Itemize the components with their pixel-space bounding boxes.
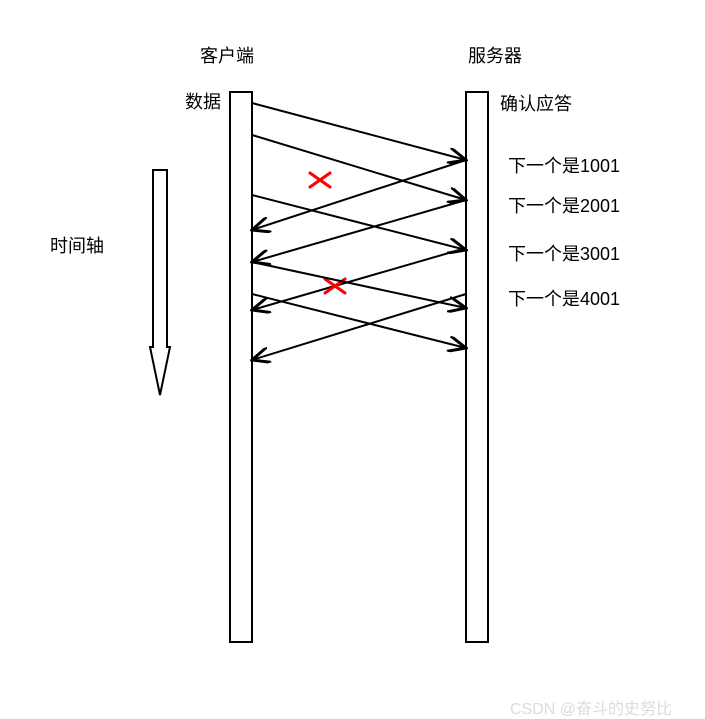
ack1-label: 下一个是1001: [508, 152, 620, 178]
server-header: 服务器: [468, 42, 522, 68]
diagram-svg: [0, 0, 705, 719]
data-label: 数据: [185, 88, 221, 114]
ack3-label: 下一个是3001: [508, 240, 620, 266]
ack-header-label: 确认应答: [500, 90, 572, 116]
timeline-label: 时间轴: [50, 232, 104, 258]
client-header: 客户端: [200, 42, 254, 68]
watermark: CSDN @奋斗的史努比: [510, 695, 672, 719]
ack4-label: 下一个是4001: [508, 285, 620, 311]
ack2-label: 下一个是2001: [508, 192, 620, 218]
